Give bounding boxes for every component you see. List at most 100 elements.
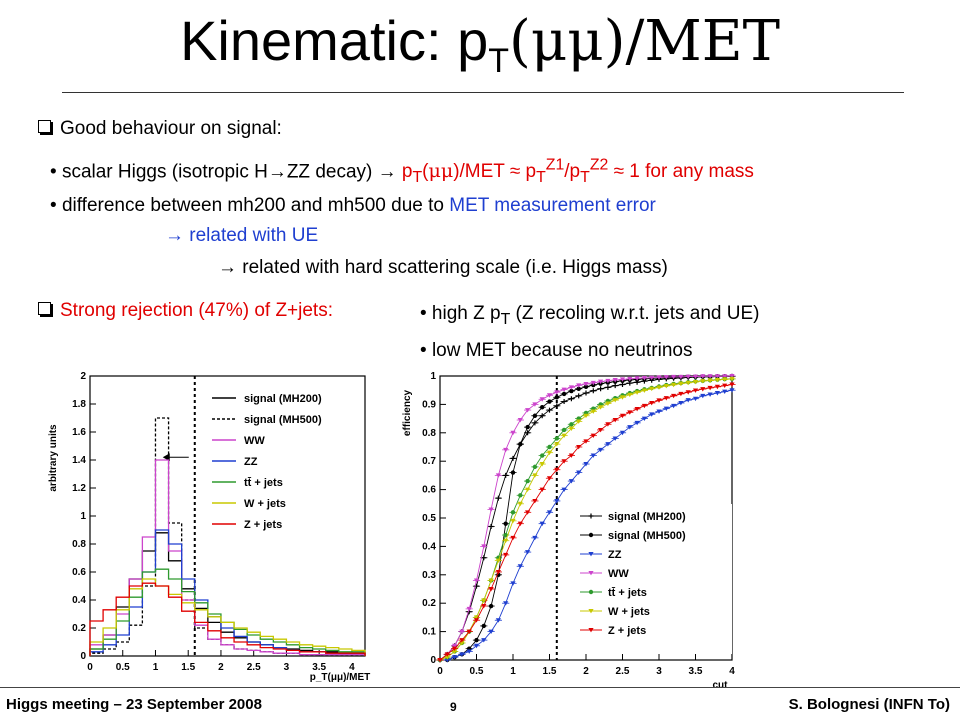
title-subscript: T	[488, 42, 509, 81]
slide-title: Kinematic: pT(μμ)/MET	[0, 8, 960, 81]
data-point	[598, 386, 604, 392]
legend-label: Z + jets	[244, 519, 282, 531]
efficiency-y-tick-label: 0.6	[422, 485, 436, 496]
data-point	[649, 412, 655, 417]
data-point	[546, 510, 553, 515]
data-point	[576, 393, 582, 399]
data-point	[546, 450, 553, 456]
data-point	[641, 403, 647, 409]
data-point	[714, 374, 720, 379]
data-point	[569, 422, 574, 427]
legend-label: WW	[608, 568, 629, 580]
histogram-x-tick-label: 1.5	[181, 662, 195, 673]
title-suffix: (μμ)/MET	[509, 9, 780, 74]
footer-left: Higgs meeting – 23 September 2008	[6, 696, 262, 713]
data-point	[495, 473, 501, 478]
data-point	[481, 544, 487, 549]
histogram-series-signal-mh500-	[89, 417, 366, 656]
data-point	[539, 413, 545, 419]
data-point	[525, 478, 530, 484]
data-point	[532, 498, 538, 504]
histogram-x-tick-label: 0	[87, 662, 93, 673]
data-point	[547, 407, 552, 413]
data-point	[671, 403, 677, 409]
histogram-x-tick-label: 2	[218, 662, 224, 673]
data-point	[729, 374, 735, 379]
data-point	[568, 396, 574, 402]
footer-page-number: 9	[450, 700, 457, 714]
data-point	[590, 380, 596, 386]
efficiency-x-tick-label: 1.5	[543, 666, 557, 677]
data-point	[510, 510, 516, 515]
data-point	[547, 399, 552, 404]
data-point	[495, 618, 501, 623]
data-point	[714, 391, 720, 396]
data-point	[612, 383, 618, 389]
histogram-y-tick-label: 2	[80, 371, 86, 382]
efficiency-y-tick-label: 0.7	[422, 456, 436, 467]
data-point	[634, 390, 640, 395]
data-point	[539, 462, 545, 467]
efficiency-x-tick-label: 0	[437, 666, 443, 677]
data-point	[532, 473, 538, 478]
data-point	[488, 629, 494, 634]
data-point	[503, 538, 509, 544]
legend-label: Z + jets	[608, 625, 646, 637]
histogram-series-ww	[89, 459, 366, 656]
efficiency-y-tick-label: 0.4	[422, 541, 436, 552]
data-point	[729, 382, 735, 387]
data-point	[561, 427, 567, 433]
legend-label: WW	[244, 435, 265, 447]
data-point	[671, 382, 677, 388]
data-point	[605, 384, 611, 390]
data-point	[588, 552, 594, 557]
efficiency-y-tick-label: 0.1	[422, 627, 436, 638]
efficiency-y-tick-label: 1	[430, 371, 436, 382]
bullet-difference-text: difference between mh200 and mh500 due t…	[61, 195, 444, 216]
data-point	[678, 381, 684, 387]
data-point	[459, 638, 465, 643]
data-point	[437, 658, 443, 663]
data-point	[554, 395, 559, 400]
data-point	[473, 578, 480, 583]
data-point	[517, 564, 523, 569]
footer-divider	[0, 687, 960, 688]
data-point	[503, 472, 509, 478]
efficiency-series-ww	[436, 374, 736, 663]
data-point	[722, 389, 728, 395]
data-point	[495, 495, 501, 501]
bullet-scalar-higgs: • scalar Higgs (isotropic H→ZZ decay) → …	[50, 157, 754, 187]
data-point	[619, 430, 626, 436]
histogram-y-tick-label: 0.2	[72, 623, 86, 634]
data-point	[517, 418, 523, 423]
data-point	[488, 578, 494, 583]
histogram-series-tt-jets	[89, 568, 366, 656]
efficiency-x-tick-label: 4	[729, 666, 735, 677]
data-point	[452, 649, 458, 654]
arrow-hard-scattering: → related with hard scattering scale (i.…	[218, 257, 668, 278]
histogram-xlabel: p_T(μμ)/MET	[310, 672, 371, 683]
data-point	[539, 521, 545, 527]
data-point	[540, 405, 545, 410]
data-point	[663, 383, 669, 389]
data-point	[588, 513, 594, 519]
data-point	[517, 501, 523, 507]
data-point	[503, 552, 509, 558]
data-point	[714, 384, 720, 390]
legend-label: signal (MH500)	[244, 414, 322, 426]
data-point	[700, 374, 706, 379]
data-point	[444, 655, 450, 660]
histogram-x-tick-label: 3	[284, 662, 290, 673]
data-point	[583, 439, 589, 444]
data-point	[452, 655, 458, 660]
data-point	[598, 447, 604, 453]
efficiency-y-tick-label: 0.9	[422, 399, 436, 410]
data-point	[678, 374, 684, 380]
data-point	[503, 601, 509, 606]
data-point	[459, 652, 465, 657]
histogram-y-tick-label: 0.4	[72, 595, 86, 606]
histogram-x-tick-label: 3.5	[312, 662, 326, 673]
histogram-y-tick-label: 1.6	[72, 427, 86, 438]
data-point	[547, 444, 552, 450]
data-point	[518, 441, 523, 447]
